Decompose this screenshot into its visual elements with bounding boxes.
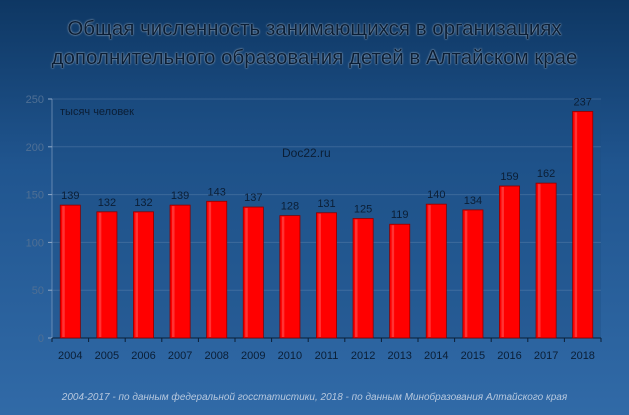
bar: [59, 204, 81, 339]
bar: [499, 185, 520, 339]
data-label: 162: [537, 168, 555, 180]
x-tick-label: 2009: [241, 350, 265, 362]
x-tick-label: 2013: [387, 350, 411, 362]
y-tick-label: 150: [26, 190, 44, 202]
data-label: 143: [208, 186, 226, 198]
bar: [535, 182, 557, 339]
x-tick-label: 2018: [570, 350, 594, 362]
bar: [316, 212, 337, 339]
bar: [352, 218, 374, 339]
bar: [96, 211, 118, 339]
chart-title: Общая численность занимающихся в организ…: [0, 14, 629, 72]
bar: [133, 211, 154, 339]
x-tick-label: 2006: [131, 350, 155, 362]
watermark-text: Doc22.ru: [282, 146, 331, 160]
bar: [169, 204, 191, 339]
data-label: 139: [171, 190, 189, 202]
y-tick-label: 0: [38, 333, 44, 345]
data-label: 119: [391, 209, 409, 221]
bar-highlight: [62, 206, 65, 337]
data-label: 137: [244, 192, 262, 204]
data-label: 128: [281, 201, 299, 213]
bar-highlight: [245, 208, 248, 337]
bar: [572, 111, 594, 339]
data-label: 140: [427, 189, 445, 201]
bar-highlight: [318, 213, 321, 337]
y-tick-label: 200: [26, 142, 44, 154]
bar: [462, 209, 484, 339]
chart-title-line-1: Общая численность занимающихся в организ…: [67, 17, 562, 40]
data-label: 132: [98, 197, 116, 209]
data-label: 125: [354, 204, 372, 216]
data-labels: 139 132 132 139 143 137 128 131 125 119 140 134 159 1…: [61, 96, 592, 221]
x-tick-label: 2016: [497, 350, 521, 362]
data-label: 159: [500, 171, 518, 183]
x-axis-ticks: 2004 2005 2006 2007 2008 2009 2010 2011 2012 2013…: [51, 338, 602, 362]
data-label: 131: [317, 198, 335, 210]
x-tick-label: 2011: [315, 350, 339, 362]
x-tick-label: 2005: [95, 350, 119, 362]
bar-highlight: [464, 210, 468, 337]
bar-highlight: [391, 225, 395, 337]
bar: [279, 215, 301, 339]
plot-area: 0 50 100 150 200 250 139 132 132 139 143 137 128 131…: [26, 94, 602, 362]
bar-highlight: [501, 186, 504, 337]
y-tick-label: 50: [32, 285, 44, 297]
bar: [206, 200, 228, 339]
data-label: 237: [574, 96, 592, 108]
bar-highlight: [355, 219, 358, 337]
bar: [389, 223, 411, 339]
x-tick-label: 2015: [461, 350, 485, 362]
x-tick-label: 2004: [58, 350, 82, 362]
x-tick-label: 2014: [424, 350, 448, 362]
data-label: 134: [464, 195, 482, 207]
bar-highlight: [135, 212, 138, 337]
x-tick-label: 2017: [534, 350, 558, 362]
bar-highlight: [281, 216, 285, 337]
data-label: 139: [61, 190, 79, 202]
bar-highlight: [208, 202, 212, 337]
chart-title-line-2: дополнительного образования детей в Алта…: [51, 46, 578, 69]
unit-label: тысяч человек: [60, 106, 134, 118]
y-tick-label: 100: [26, 237, 44, 249]
bars: [59, 111, 594, 339]
x-tick-label: 2007: [168, 350, 192, 362]
bar-highlight: [574, 112, 578, 337]
bar-highlight: [98, 212, 102, 337]
bar-highlight: [172, 206, 175, 337]
y-tick-label: 250: [26, 94, 44, 106]
bar: [242, 206, 264, 339]
bar: [425, 203, 447, 339]
footnote: 2004-2017 - по данным федеральной госста…: [61, 392, 568, 403]
x-tick-label: 2008: [204, 350, 228, 362]
bar-highlight: [538, 184, 541, 337]
x-tick-label: 2012: [351, 350, 375, 362]
data-label: 132: [134, 197, 152, 209]
x-tick-label: 2010: [278, 350, 302, 362]
bar-highlight: [428, 205, 431, 337]
